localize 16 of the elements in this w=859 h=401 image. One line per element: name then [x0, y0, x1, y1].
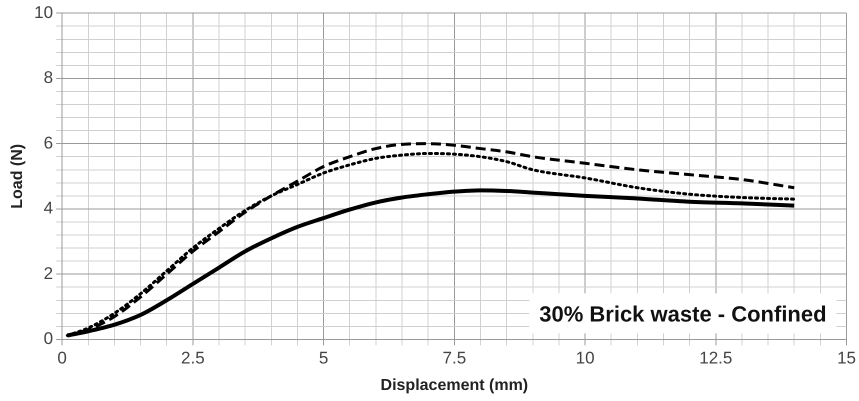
x-tick-label: 15 [837, 348, 856, 368]
x-tick-label: 7.5 [442, 348, 466, 368]
y-tick-label: 0 [44, 329, 54, 348]
x-tick-label: 10 [576, 348, 595, 368]
x-tick-label: 5 [318, 348, 328, 368]
y-tick-label: 6 [44, 133, 54, 152]
y-tick-label: 10 [34, 2, 54, 22]
y-tick-label: 2 [44, 264, 54, 283]
y-tick-label: 4 [44, 198, 54, 218]
x-axis-title: Displacement (mm) [380, 376, 528, 394]
x-tick-label: 0 [57, 348, 67, 368]
y-tick-label: 8 [44, 68, 54, 88]
x-tick-label: 12.5 [699, 348, 732, 368]
y-axis-title: Load (N) [9, 144, 26, 209]
annotation: 30% Brick waste - Confined [539, 301, 827, 326]
x-tick-label: 2.5 [181, 348, 205, 368]
